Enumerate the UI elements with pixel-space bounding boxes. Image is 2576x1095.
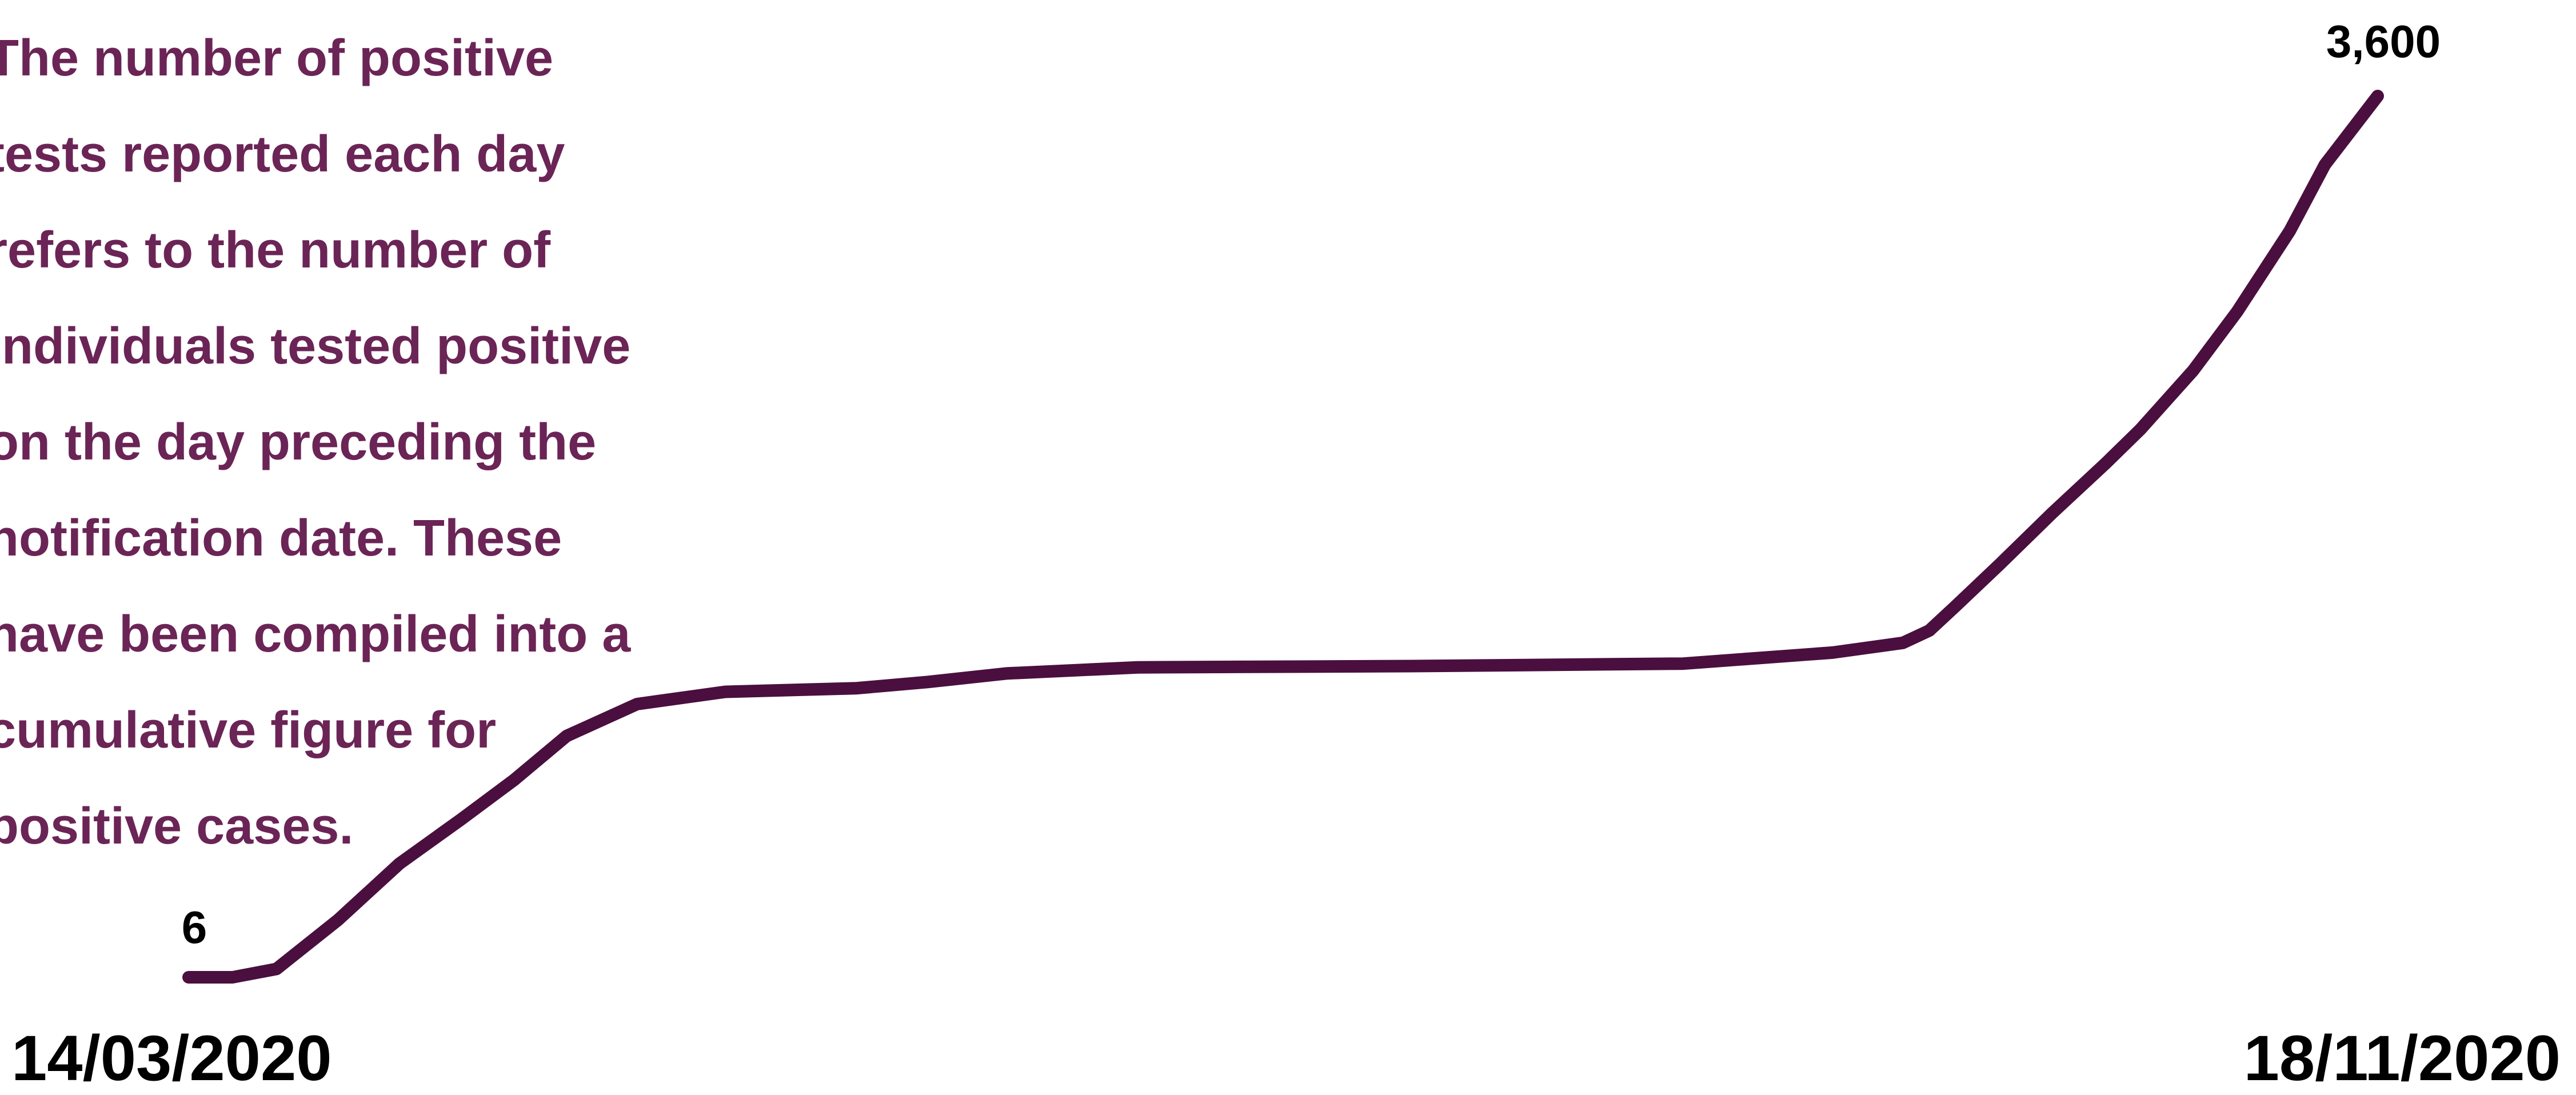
end-value-label: 3,600 xyxy=(2326,16,2441,67)
x-end-label: 18/11/2020 xyxy=(2244,1022,2561,1092)
cumulative-cases-line xyxy=(182,90,2384,984)
x-start-label: 14/03/2020 xyxy=(11,1022,332,1092)
series-layer xyxy=(182,90,2384,984)
explanatory-note: The number of positive tests reported ea… xyxy=(0,30,631,855)
start-value-label: 6 xyxy=(182,902,207,953)
